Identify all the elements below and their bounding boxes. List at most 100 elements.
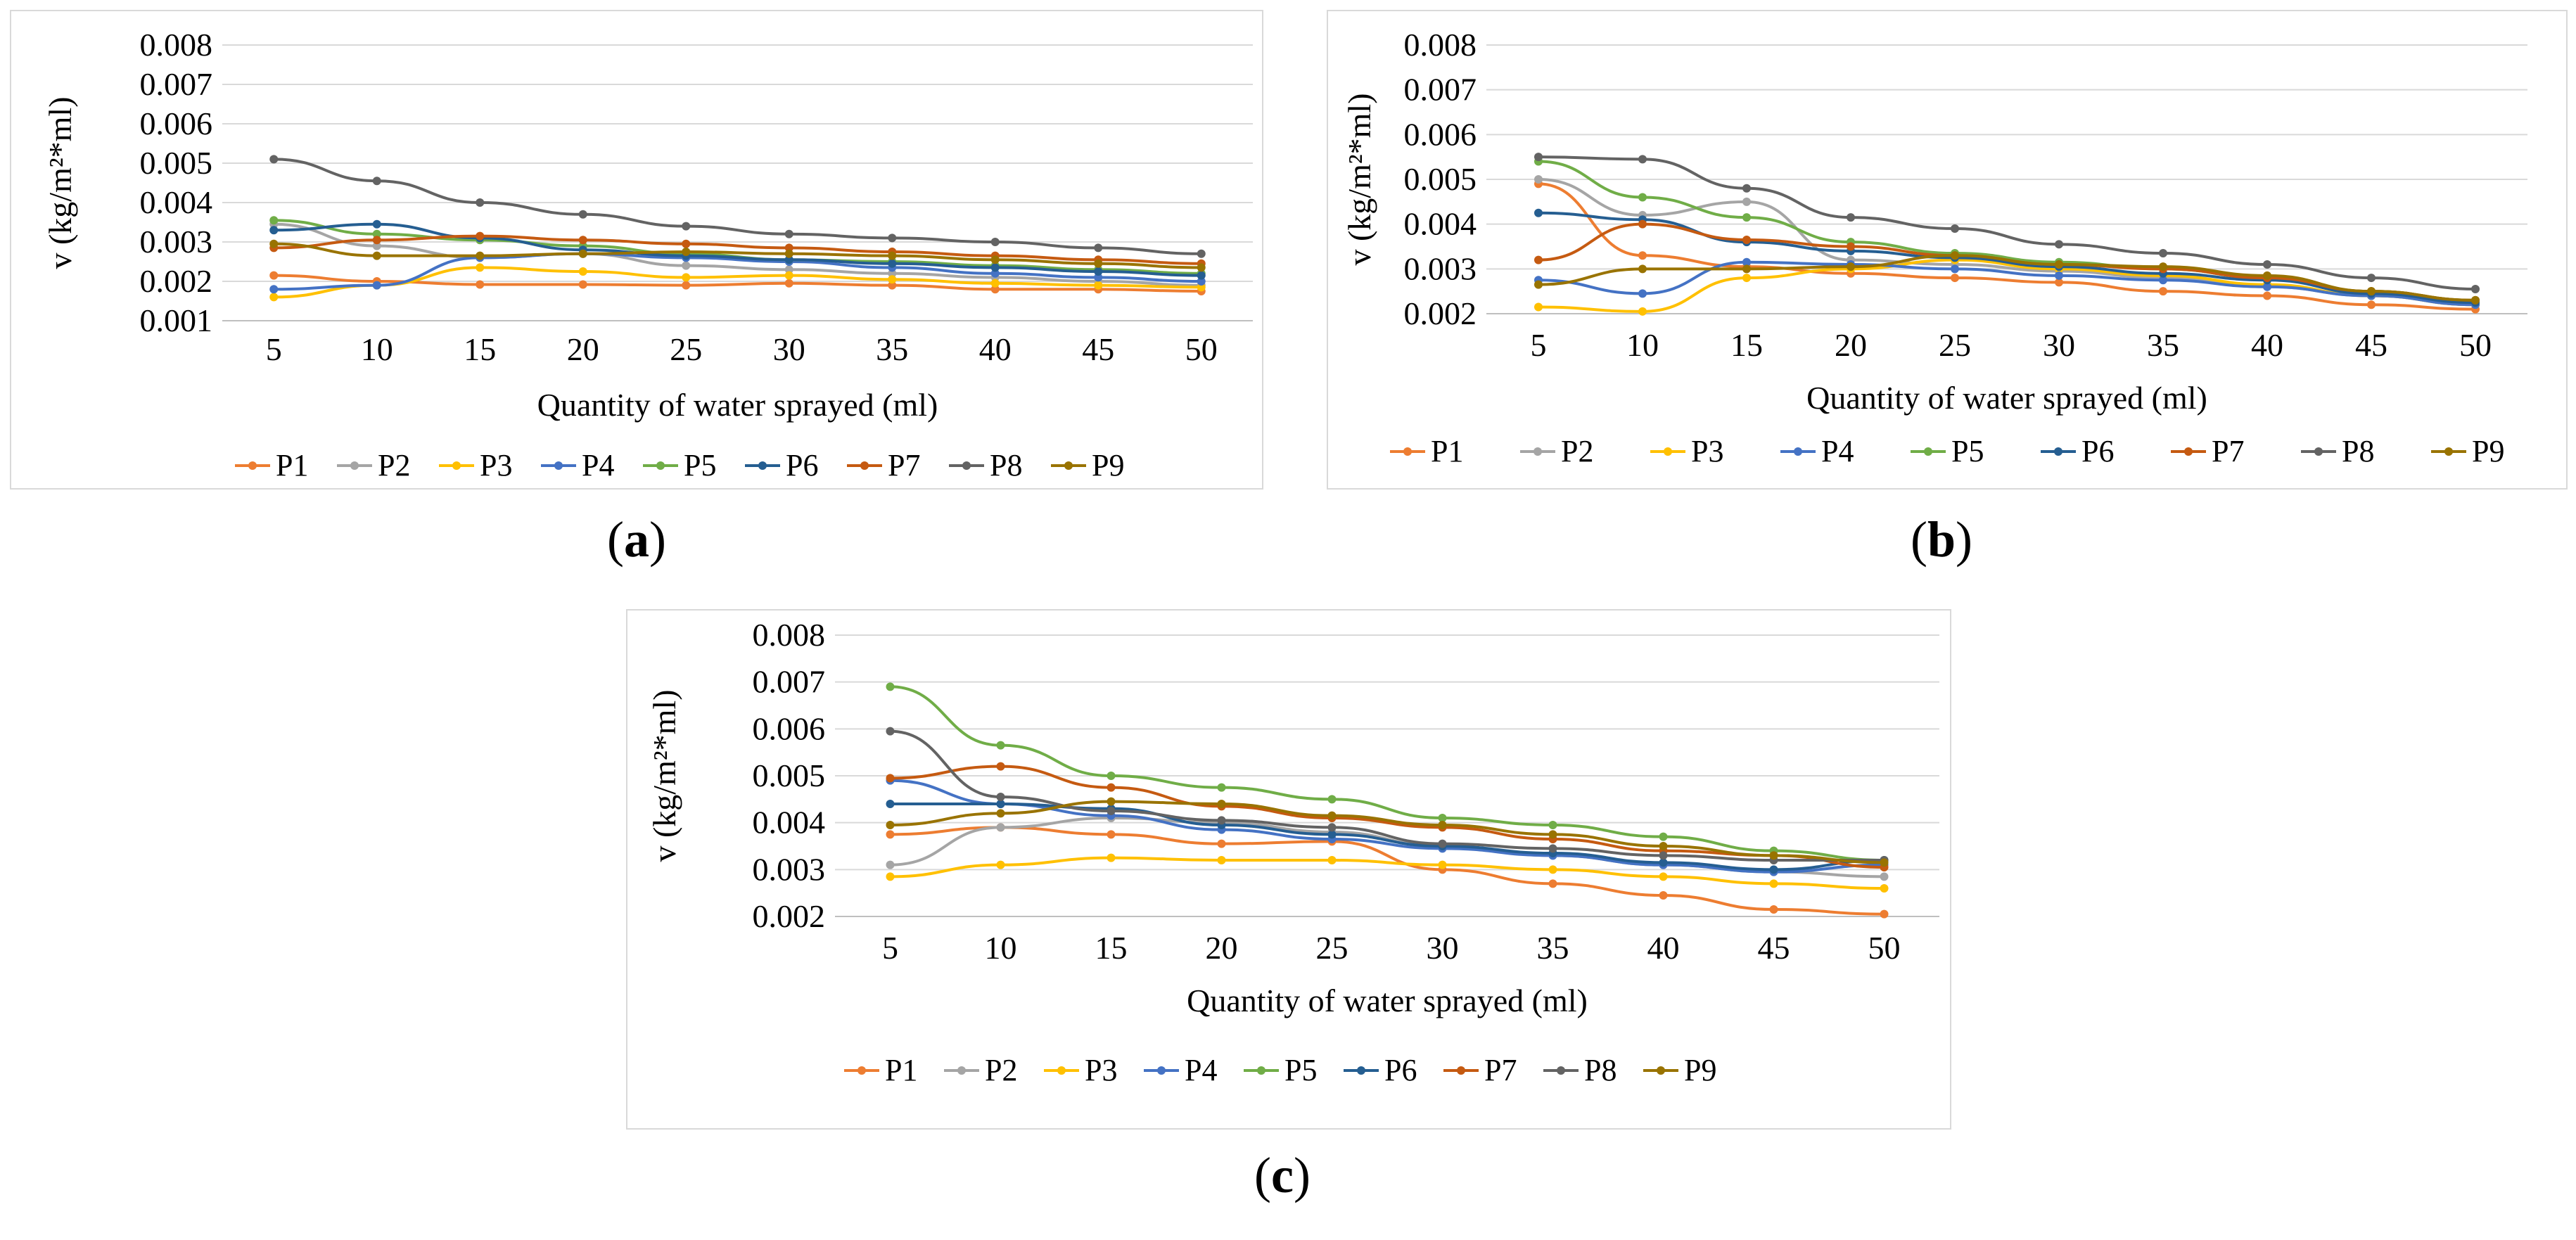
chart-a-point-P7 — [578, 236, 587, 245]
chart-c-point-P1 — [1107, 830, 1116, 839]
chart-c-x-tick-label: 50 — [1868, 930, 1901, 966]
chart-a-series-line-P7 — [274, 234, 1201, 265]
chart-a-point-P3 — [990, 279, 1000, 288]
chart-a-point-P6 — [269, 226, 279, 235]
chart-c-y-tick-label: 0.007 — [753, 664, 826, 700]
chart-b-x-tick-label: 10 — [1626, 327, 1659, 363]
chart-b-point-P9 — [1742, 264, 1751, 274]
chart-c-x-axis-title: Quantity of water sprayed (ml) — [1187, 983, 1588, 1018]
chart-a-legend-label-P4: P4 — [582, 448, 614, 482]
chart-c-point-P9 — [1327, 811, 1337, 820]
chart-c-y-tick-label: 0.005 — [753, 758, 826, 793]
chart-a-point-P9 — [888, 251, 897, 260]
chart-b-svg: 0.002 0.003 0.004 0.005 0.006 0.007 0.008 5 10 15… — [1341, 27, 2527, 468]
chart-c-point-P5 — [886, 682, 895, 691]
chart-b-point-P4 — [2055, 271, 2063, 280]
chart-a-point-P9 — [784, 249, 793, 258]
chart-c-x-tick-label: 45 — [1758, 930, 1790, 966]
chart-c-x-tick-label: 20 — [1206, 930, 1238, 966]
chart-c-y-tick-label: 0.008 — [753, 617, 826, 653]
chart-a-point-P8 — [372, 177, 381, 186]
chart-c-legend-label-P6: P6 — [1384, 1053, 1417, 1087]
chart-a-legend-marker-P5 — [656, 461, 665, 470]
chart-c-series-line-P7 — [890, 765, 1885, 869]
chart-c-point-P3 — [1659, 872, 1668, 881]
chart-b-x-tick-label: 25 — [1939, 327, 1971, 363]
chart-b-point-P9 — [1534, 280, 1543, 289]
chart-c-series-line-P5 — [890, 685, 1885, 862]
chart-a-point-P6 — [1197, 271, 1206, 280]
chart-a-legend-marker-P8 — [962, 461, 971, 470]
chart-c-point-P9 — [996, 809, 1005, 818]
chart-c-series-line-P3 — [890, 856, 1885, 890]
chart-c-point-P6 — [996, 800, 1005, 808]
chart-c-point-P6 — [886, 800, 895, 808]
chart-c-point-P5 — [1548, 821, 1557, 829]
chart-a-point-P1 — [888, 281, 897, 290]
chart-a-legend-marker-P4 — [554, 461, 563, 470]
chart-c-point-P3 — [1438, 860, 1447, 869]
chart-a-series-line-P1 — [274, 274, 1201, 293]
chart-b-point-P5 — [1742, 213, 1751, 222]
caption-b: (b) — [1910, 511, 1972, 568]
chart-b-legend-label-P4: P4 — [1821, 434, 1854, 468]
chart-a-x-tick-label: 20 — [567, 331, 599, 367]
chart-a-point-P3 — [682, 273, 691, 282]
chart-b-point-P4 — [1742, 257, 1751, 267]
chart-b-point-P1 — [1638, 251, 1647, 260]
chart-a-point-P3 — [1094, 281, 1103, 290]
chart-c-point-P9 — [1438, 821, 1447, 829]
chart-a-point-P7 — [784, 243, 793, 253]
chart-c-y-axis-title: v (kg/m²*ml) — [646, 689, 682, 862]
chart-panel-c: 0.002 0.003 0.004 0.005 0.006 0.007 0.008 5 10 15… — [626, 609, 1951, 1130]
chart-a-point-P1 — [269, 271, 279, 280]
chart-c-point-P3 — [1769, 879, 1778, 888]
chart-a-legend-marker-P1 — [248, 461, 257, 470]
chart-c-legend-marker-P8 — [1557, 1066, 1565, 1075]
chart-a-point-P6 — [990, 263, 1000, 272]
chart-c-point-P9 — [1880, 858, 1889, 867]
chart-c-point-P2 — [1880, 872, 1889, 881]
chart-a-point-P9 — [476, 251, 485, 260]
chart-c-legend-marker-P4 — [1157, 1066, 1166, 1075]
chart-a-point-P9 — [990, 255, 1000, 264]
chart-a-point-P9 — [1094, 259, 1103, 268]
chart-c-point-P5 — [996, 741, 1005, 750]
chart-b-point-P8 — [1534, 153, 1543, 162]
chart-a-legend-marker-P2 — [350, 461, 359, 470]
chart-c-point-P9 — [1659, 842, 1668, 850]
chart-c-legend-label-P9: P9 — [1684, 1053, 1716, 1087]
chart-c-point-P3 — [886, 872, 895, 881]
chart-c-point-P6 — [1659, 858, 1668, 867]
chart-c-point-P5 — [1438, 814, 1447, 822]
chart-c-point-P8 — [1548, 844, 1557, 853]
chart-c-legend-marker-P5 — [1257, 1066, 1265, 1075]
chart-c-x-tick-label: 40 — [1647, 930, 1680, 966]
chart-a-y-tick-label: 0.004 — [140, 184, 213, 220]
chart-a-point-P8 — [1094, 243, 1103, 253]
chart-c-legend-marker-P1 — [857, 1066, 866, 1075]
chart-a-series-line-P9 — [274, 242, 1201, 269]
chart-b-legend-marker-P2 — [1534, 447, 1542, 456]
chart-c-legend-label-P2: P2 — [985, 1053, 1017, 1087]
chart-c-point-P9 — [1217, 800, 1226, 808]
chart-c-point-P3 — [1217, 856, 1226, 864]
chart-a-point-P5 — [269, 216, 279, 225]
chart-a-legend-label-P3: P3 — [480, 448, 512, 482]
chart-a-x-axis-title: Quantity of water sprayed (ml) — [537, 387, 938, 423]
chart-a-point-P8 — [888, 234, 897, 243]
chart-c-legend-marker-P2 — [957, 1066, 966, 1075]
chart-a-point-P1 — [990, 285, 1000, 294]
chart-c-point-P9 — [886, 821, 895, 829]
chart-c-legend-label-P8: P8 — [1584, 1053, 1617, 1087]
chart-a-point-P4 — [269, 285, 279, 294]
chart-c-x-tick-label: 10 — [985, 930, 1017, 966]
chart-b-series-line-P1 — [1538, 182, 2476, 311]
chart-b-point-P9 — [2159, 262, 2167, 271]
chart-b-y-tick-label: 0.002 — [1404, 295, 1477, 331]
chart-b-y-axis-title: v (kg/m²*ml) — [1341, 93, 1377, 265]
chart-c-point-P8 — [1217, 816, 1226, 825]
chart-b-point-P9 — [2263, 271, 2271, 280]
chart-b-point-P8 — [1742, 184, 1751, 193]
